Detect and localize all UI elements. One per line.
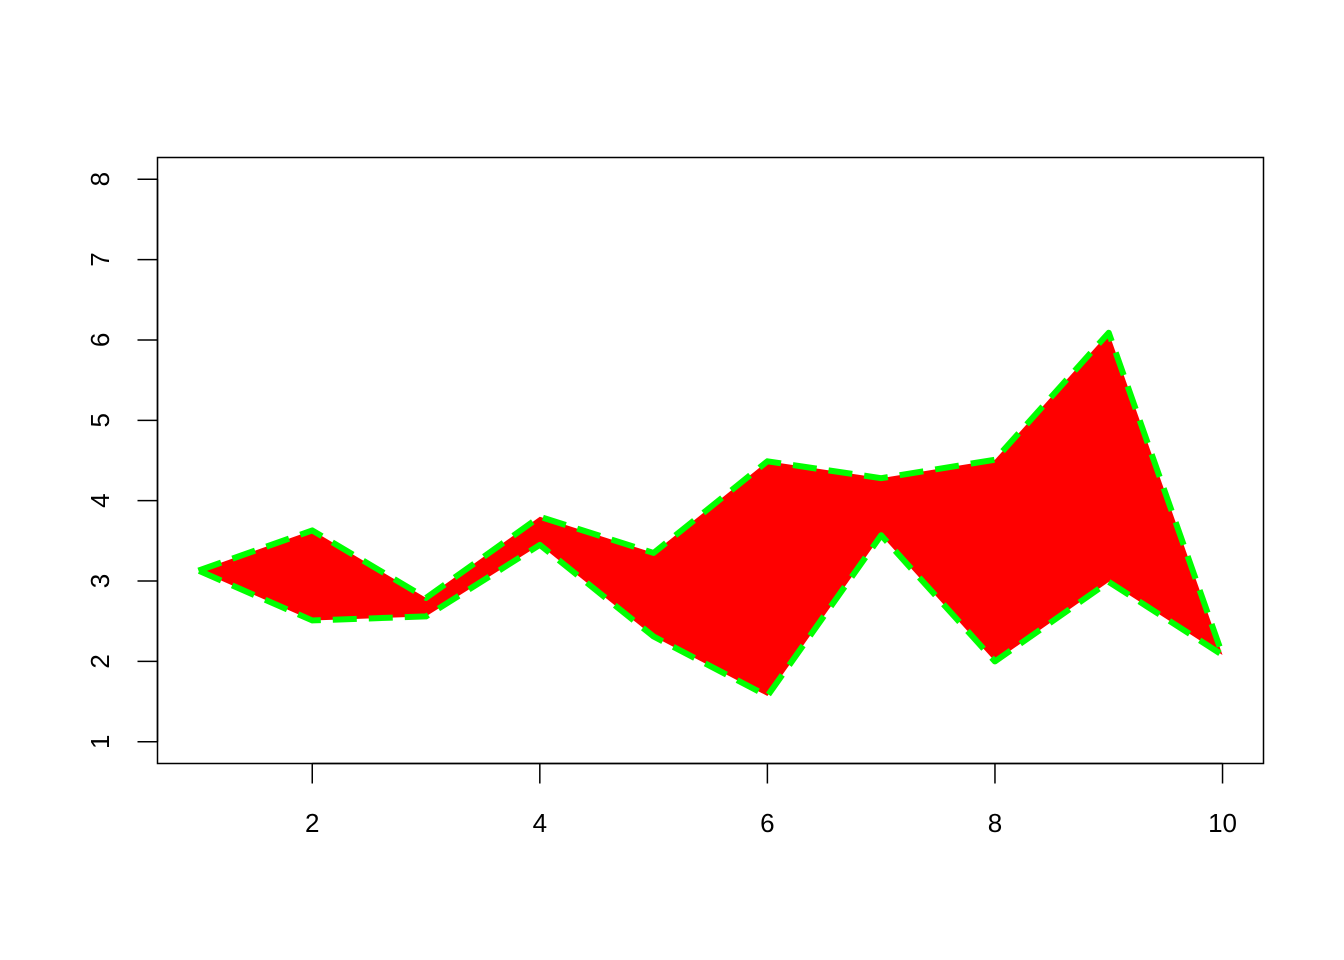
x-tick-label: 8 [988,808,1002,838]
x-tick-label: 10 [1208,808,1237,838]
x-tick-label: 4 [533,808,547,838]
x-axis: 2 4 6 8 10 [305,762,1237,838]
area-border [195,329,1226,699]
y-tick-label: 6 [85,333,115,347]
y-tick-label: 5 [85,413,115,427]
y-tick-label: 7 [85,252,115,266]
y-tick-label: 2 [85,654,115,668]
y-tick-label: 3 [85,574,115,588]
y-tick-label: 1 [85,735,115,749]
y-axis: 1 2 3 4 5 6 7 8 [85,172,159,749]
polygon-layer [195,329,1226,699]
x-tick-label: 6 [760,808,774,838]
x-tick-label: 2 [305,808,319,838]
area-fill [198,332,1223,696]
y-tick-label: 4 [85,493,115,507]
y-tick-label: 8 [85,172,115,186]
